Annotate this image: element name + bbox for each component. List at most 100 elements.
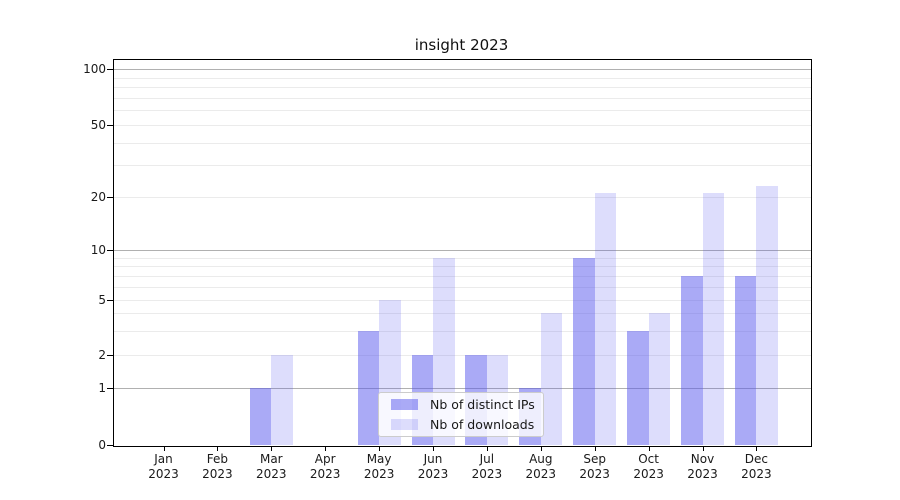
y-tick-mark-10: [107, 250, 113, 251]
gridline-minor-4: [114, 313, 811, 315]
legend-label-downloads: Nb of downloads: [430, 416, 535, 432]
x-tick-year: 2023: [579, 467, 610, 481]
legend-item-ips: Nb of distinct IPs: [385, 397, 537, 413]
gridline-minor-3: [114, 330, 811, 332]
x-tick-mark-jan: [163, 446, 165, 451]
x-tick-mark-nov: [702, 446, 704, 451]
x-tick-label-dec: Dec 2023: [727, 452, 785, 482]
y-tick-label-2: 2: [98, 348, 106, 362]
x-tick-label-oct: Oct 2023: [620, 452, 678, 482]
x-tick-year: 2023: [525, 467, 557, 481]
y-tick-label-100: 100: [83, 62, 106, 76]
y-tick-mark-0: [107, 445, 113, 446]
x-tick-year: 2023: [256, 467, 287, 481]
bar-downloads-dec: [756, 186, 778, 445]
x-tick-year: 2023: [309, 467, 341, 481]
bar-downloads-nov: [702, 193, 724, 445]
x-tick-month: Aug: [529, 452, 553, 466]
plot-area: [113, 59, 812, 447]
x-tick-month: Apr: [314, 452, 336, 466]
gridline-major-10: [114, 250, 811, 251]
legend-swatch-downloads: [391, 418, 418, 430]
x-tick-mark-dec: [756, 446, 758, 451]
x-tick-year: 2023: [633, 467, 664, 481]
x-tick-mark-feb: [217, 446, 219, 451]
bar-downloads-aug: [540, 313, 563, 445]
x-tick-label-sep: Sep 2023: [566, 452, 624, 482]
x-tick-mark-jul: [486, 446, 488, 451]
gridline-major-1: [114, 388, 811, 389]
x-tick-month: Mar: [259, 452, 283, 466]
y-tick-label-1: 1: [98, 381, 106, 395]
x-tick-month: Oct: [638, 452, 659, 466]
y-tick-label-50: 50: [90, 118, 106, 132]
x-tick-year: 2023: [417, 467, 449, 481]
x-tick-month: Feb: [206, 452, 229, 466]
gridline-minor-80: [114, 87, 811, 89]
bar-ips-oct: [627, 330, 649, 445]
x-tick-mark-may: [379, 446, 381, 451]
x-tick-month: Sep: [583, 452, 606, 466]
bar-downloads-mar: [271, 355, 293, 445]
bar-ips-dec: [734, 275, 757, 445]
gridline-minor-90: [114, 77, 811, 79]
chart-title: insight 2023: [414, 36, 509, 54]
x-tick-month: Jan: [154, 452, 173, 466]
bar-ips-nov: [681, 275, 703, 445]
gridline-minor-7: [114, 275, 811, 277]
y-tick-mark-100: [107, 69, 113, 70]
x-tick-label-may: May 2023: [350, 452, 408, 482]
bar-downloads-sep: [594, 193, 617, 445]
x-tick-month: Jul: [479, 452, 495, 466]
legend: Nb of distinct IPs Nb of downloads: [378, 392, 544, 437]
x-tick-mark-oct: [648, 446, 650, 451]
x-tick-mark-jun: [433, 446, 434, 451]
x-tick-year: 2023: [202, 467, 233, 481]
y-tick-label-20: 20: [90, 190, 106, 204]
legend-swatch-ips: [391, 399, 418, 411]
x-tick-label-jun: Jun 2023: [404, 452, 462, 482]
x-tick-label-feb: Feb 2023: [188, 452, 246, 482]
gridline-minor-50: [114, 125, 811, 126]
x-tick-month: Nov: [690, 452, 715, 466]
x-tick-label-mar: Mar 2023: [242, 452, 300, 482]
bar-downloads-oct: [648, 313, 671, 445]
x-tick-label-apr: Apr 2023: [296, 452, 354, 482]
y-tick-mark-20: [107, 197, 113, 198]
gridline-minor-8: [114, 266, 811, 268]
x-tick-year: 2023: [741, 467, 772, 481]
x-tick-mark-sep: [594, 446, 596, 451]
gridline-minor-6: [114, 286, 811, 288]
bar-ips-may: [357, 330, 380, 445]
x-tick-mark-mar: [271, 446, 273, 451]
gridline-minor-9: [114, 257, 811, 259]
gridline-minor-5: [114, 300, 811, 301]
x-tick-year: 2023: [363, 467, 395, 481]
x-tick-label-aug: Aug 2023: [512, 452, 570, 482]
y-tick-label-5: 5: [98, 293, 106, 307]
gridline-minor-30: [114, 165, 811, 167]
gridline-minor-40: [114, 142, 811, 144]
legend-item-downloads: Nb of downloads: [385, 417, 537, 433]
x-tick-year: 2023: [471, 467, 503, 481]
gridline-minor-70: [114, 97, 811, 99]
y-tick-label-10: 10: [90, 243, 106, 257]
gridline-minor-60: [114, 110, 811, 112]
x-tick-month: Jun: [423, 452, 443, 466]
x-tick-mark-apr: [325, 446, 327, 451]
y-tick-mark-50: [107, 125, 113, 126]
bar-ips-sep: [573, 257, 595, 445]
gridline-minor-20: [114, 197, 811, 198]
y-tick-mark-2: [107, 355, 113, 356]
x-tick-label-jan: Jan 2023: [135, 452, 193, 482]
legend-label-ips: Nb of distinct IPs: [430, 397, 535, 413]
x-tick-year: 2023: [148, 467, 179, 481]
x-tick-label-jul: Jul 2023: [458, 452, 516, 482]
x-tick-mark-aug: [540, 446, 542, 451]
x-tick-year: 2023: [687, 467, 718, 481]
y-tick-mark-1: [107, 388, 113, 389]
bar-ips-mar: [249, 388, 272, 445]
y-tick-label-0: 0: [98, 438, 106, 452]
x-tick-month: May: [366, 452, 392, 466]
